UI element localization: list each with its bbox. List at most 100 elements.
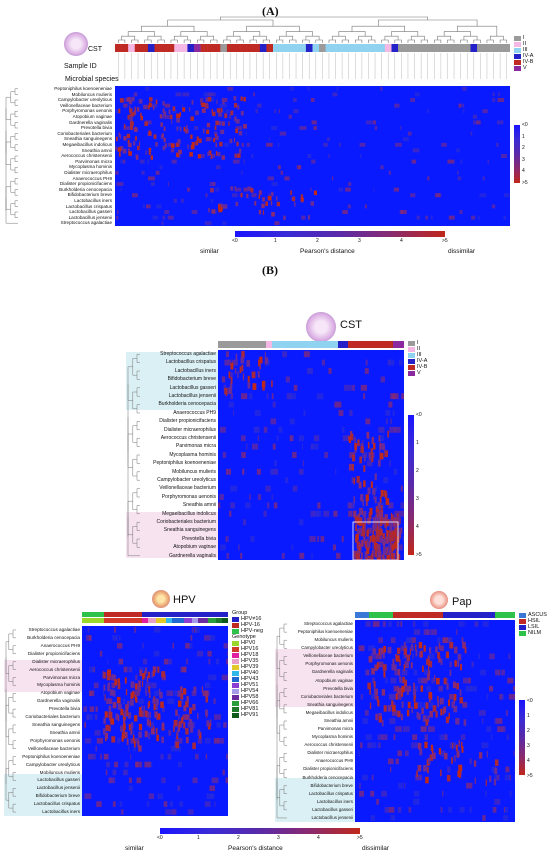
legend-label: NILM: [528, 630, 542, 636]
legend-swatch: [514, 59, 521, 65]
species-label: Lactobacillus crispatus: [33, 801, 80, 807]
species-label: Anaerococcus PH9: [72, 175, 112, 181]
hpv-heatmap: [82, 626, 228, 816]
legend-item: HPV-neg: [232, 628, 263, 634]
species-label: Sneathia sanguinegens: [63, 136, 112, 142]
legend-label: V: [523, 65, 527, 71]
species-label: Dialister micraerophilus: [164, 426, 216, 433]
legend-label: ASCUS: [528, 612, 547, 618]
species-label: Lactobacillus jensenii: [311, 814, 354, 820]
species-label: Dialister micraerophilus: [307, 750, 353, 756]
legend-item: HPV≠16: [232, 616, 263, 622]
legend-item: NILM: [519, 630, 547, 636]
legend-swatch: [408, 340, 415, 346]
legend-item: IV-B: [514, 59, 533, 65]
legend-item: II: [408, 346, 427, 352]
legend-item: HPV39: [232, 664, 263, 670]
species-label: Lactobacillus jensenii: [68, 214, 112, 220]
legend-label: I: [417, 340, 419, 346]
legend-swatch: [514, 47, 521, 53]
distance-tick: 2: [237, 835, 240, 841]
colorbar-tick: 2: [416, 468, 419, 474]
species-label: Anaerococcus PH9: [173, 409, 216, 416]
legend-swatch: [232, 622, 239, 628]
legend-label: HPV≠16: [241, 616, 262, 622]
group-legend-title: Group: [232, 610, 248, 616]
species-label: Parvimonas micra: [43, 674, 80, 680]
legend-item: IV-A: [514, 53, 533, 59]
species-label: Veillonellaceae bacterium: [59, 102, 112, 108]
colorbar-tick: 3: [527, 743, 530, 749]
legend-swatch: [408, 370, 415, 376]
panel-b-cst-legend: I II III IV-A IV-B V: [408, 340, 427, 376]
bottom-distance-bar: [160, 828, 360, 834]
colorbar-tick: <0: [416, 412, 422, 418]
species-label: Megaeibacillus indolicus: [62, 142, 112, 147]
colorbar-tick: 1: [416, 440, 419, 446]
panel-b-row-dendrogram: [127, 353, 140, 557]
species-label: Streptococcus agalactiae: [60, 220, 112, 226]
legend-swatch: [232, 664, 239, 670]
species-label: Lactobacillus crispatus: [65, 203, 112, 209]
species-label: Peptoniphilus koenoeneniae: [153, 460, 216, 467]
species-label: Prevotella bivia: [48, 706, 80, 712]
legend-item: III: [514, 47, 533, 53]
legend-item: IV-B: [408, 364, 427, 370]
legend-item: I: [408, 340, 427, 346]
distance-title-bottom: Pearson's distance: [228, 845, 283, 852]
legend-label: HPV58: [241, 694, 259, 700]
panel-b-colorbar: [408, 415, 414, 555]
panel-a-species-labels: Peptoniphilus koenoeneniae Mobiluncus mul…: [20, 86, 114, 226]
panel-a-cst-legend: I II III IV-A IV-B V: [514, 35, 533, 71]
legend-label: I: [523, 35, 525, 41]
species-label: Prevotella bivia: [323, 685, 353, 691]
legend-item: II: [514, 41, 533, 47]
species-label: Mycoplasma hominis: [69, 164, 112, 170]
lactobacillus-cluster-highlight: [126, 352, 218, 410]
pap-colorbar: [519, 700, 525, 775]
legend-item: HPV91: [232, 712, 263, 718]
colorbar-tick: 4: [416, 524, 419, 530]
species-label: Burkholderia cenocepacia: [59, 186, 112, 192]
legend-swatch: [408, 346, 415, 352]
panel-a-sample-ids: [118, 53, 507, 79]
legend-label: HPV39: [241, 664, 259, 670]
species-label: Atopobium vaginae: [72, 114, 112, 119]
pap-row-dendrogram: [276, 623, 287, 819]
species-row-label: Microbial species: [65, 76, 119, 83]
species-label: Coriobacteriales bacterium: [57, 130, 112, 136]
species-label: Veillonellaceae bacterium: [303, 653, 353, 659]
colorbar-tick: 4: [527, 758, 530, 764]
colorbar-tick: 3: [522, 156, 525, 163]
panel-a-row-dendrogram: [5, 88, 18, 224]
legend-item: I: [514, 35, 533, 41]
legend-label: V: [417, 370, 421, 376]
species-label: Sneathia sanguinegens: [31, 722, 80, 727]
legend-label: HSIL: [528, 618, 541, 624]
legend-label: HPV54: [241, 688, 259, 694]
cst-microbiome-icon: [306, 312, 336, 342]
species-label: Aerococcus christensenii: [160, 435, 216, 441]
hpv-lacto-highlight: [4, 774, 82, 816]
pap-heatmap: [355, 620, 515, 822]
pap-icon: [430, 591, 448, 609]
species-label: Campylobacter ureolyticus: [157, 477, 216, 483]
colorbar-tick: 1: [527, 713, 530, 719]
legend-label: II: [417, 346, 421, 352]
legend-label: HPV43: [241, 676, 259, 682]
species-label: Mycoplasma hominis: [312, 734, 353, 740]
hpv-bv-highlight: [4, 660, 82, 692]
species-label: Mobiluncus mulieris: [39, 769, 80, 775]
species-label: Bifidobacterium breve: [35, 793, 80, 799]
distance-tick: 2: [316, 238, 319, 244]
species-label: Sneathia amnii: [323, 717, 353, 723]
species-label: Lactobacillus iners: [174, 367, 216, 374]
similar-label-bottom: similar: [125, 845, 144, 852]
legend-label: IV-A: [523, 53, 534, 59]
species-label: Veillonellaceae bacterium: [159, 485, 216, 492]
legend-label: HPV66: [241, 700, 259, 706]
legend-label: LSIL: [528, 624, 540, 630]
legend-swatch: [514, 41, 521, 47]
legend-swatch: [232, 628, 239, 634]
legend-swatch: [514, 35, 521, 41]
